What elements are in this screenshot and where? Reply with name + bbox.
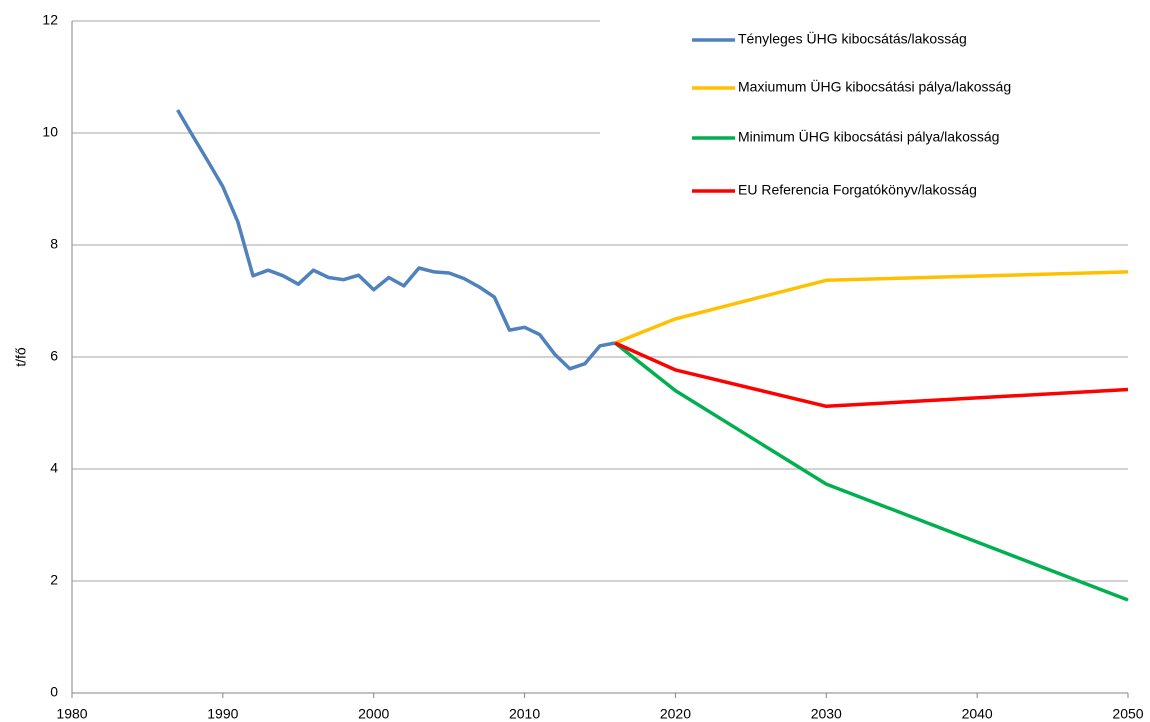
- legend-background: [600, 12, 1145, 222]
- x-tick-label: 2020: [660, 706, 691, 722]
- x-tick-label: 2030: [811, 706, 842, 722]
- y-tick-label: 2: [50, 572, 58, 588]
- y-tick-label: 6: [50, 348, 58, 364]
- y-tick-label: 10: [42, 124, 58, 140]
- series-line: [614, 270, 1129, 345]
- y-axis-label: t/fő: [13, 347, 29, 367]
- y-tick-label: 8: [50, 236, 58, 252]
- x-tick-label: 1990: [207, 706, 238, 722]
- legend-label: Minimum ÜHG kibocsátási pálya/lakosság: [738, 128, 999, 145]
- x-tick-label: 1980: [56, 706, 87, 722]
- y-tick-label: 4: [50, 460, 58, 476]
- x-tick-label: 2040: [962, 706, 993, 722]
- series-line: [614, 341, 1129, 602]
- x-tick-label: 2010: [509, 706, 540, 722]
- legend-label: Maxiumum ÜHG kibocsátási pálya/lakosság: [738, 78, 1011, 95]
- series-line: [176, 109, 616, 371]
- series-line: [614, 341, 1129, 409]
- legend-label: Tényleges ÜHG kibocsátás/lakosság: [738, 30, 967, 47]
- y-tick-label: 12: [42, 12, 58, 28]
- y-tick-label: 0: [50, 684, 58, 700]
- x-tick-label: 2050: [1112, 706, 1143, 722]
- x-tick-label: 2000: [358, 706, 389, 722]
- legend-label: EU Referencia Forgatókönyv/lakosság: [738, 182, 977, 198]
